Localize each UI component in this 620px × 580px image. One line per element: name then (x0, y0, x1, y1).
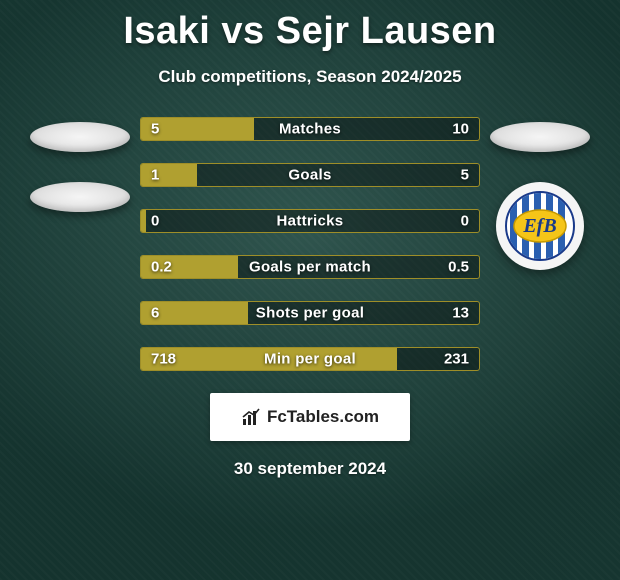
stat-bar: 718 Min per goal 231 (140, 347, 480, 371)
stat-bar: 1 Goals 5 (140, 163, 480, 187)
stat-bar: 5 Matches 10 (140, 117, 480, 141)
comparison-chart: 5 Matches 10 1 Goals 5 0 Hattricks 0 0.2 Goals per… (0, 117, 620, 371)
stat-bar: 0 Hattricks 0 (140, 209, 480, 233)
fctables-logo-icon (241, 407, 261, 427)
page-title: Isaki vs Sejr Lausen (123, 10, 496, 53)
player-placeholder-icon (490, 122, 590, 152)
right-badge-column: EfB (480, 117, 600, 270)
bar-label: Goals (288, 167, 331, 184)
bar-value-right: 0.5 (448, 259, 469, 276)
player-placeholder-icon (30, 122, 130, 152)
bar-label: Matches (279, 121, 341, 138)
bars-group: 5 Matches 10 1 Goals 5 0 Hattricks 0 0.2 Goals per… (140, 117, 480, 371)
bar-value-right: 5 (461, 167, 469, 184)
esbjerg-badge-icon: EfB (504, 190, 576, 262)
club-badge: EfB (496, 182, 584, 270)
stat-bar: 0.2 Goals per match 0.5 (140, 255, 480, 279)
stat-bar: 6 Shots per goal 13 (140, 301, 480, 325)
fctables-attribution: FcTables.com (210, 393, 410, 441)
svg-text:EfB: EfB (522, 215, 556, 237)
bar-value-left: 6 (151, 305, 159, 322)
bar-value-left: 0 (151, 213, 159, 230)
bar-value-right: 231 (444, 351, 469, 368)
main-container: Isaki vs Sejr Lausen Club competitions, … (0, 0, 620, 580)
fctables-label: FcTables.com (267, 407, 379, 427)
bar-value-right: 10 (452, 121, 469, 138)
bar-value-left: 1 (151, 167, 159, 184)
bar-value-left: 718 (151, 351, 176, 368)
date-label: 30 september 2024 (234, 459, 386, 479)
bar-value-left: 0.2 (151, 259, 172, 276)
bar-label: Shots per goal (256, 305, 364, 322)
bar-value-right: 0 (461, 213, 469, 230)
bar-fill-left (141, 210, 146, 232)
subtitle: Club competitions, Season 2024/2025 (158, 67, 461, 87)
bar-value-left: 5 (151, 121, 159, 138)
bar-fill-left (141, 164, 197, 186)
club-placeholder-icon (30, 182, 130, 212)
left-badge-column (20, 117, 140, 212)
bar-label: Goals per match (249, 259, 371, 276)
bar-label: Hattricks (277, 213, 344, 230)
bar-label: Min per goal (264, 351, 356, 368)
bar-value-right: 13 (452, 305, 469, 322)
